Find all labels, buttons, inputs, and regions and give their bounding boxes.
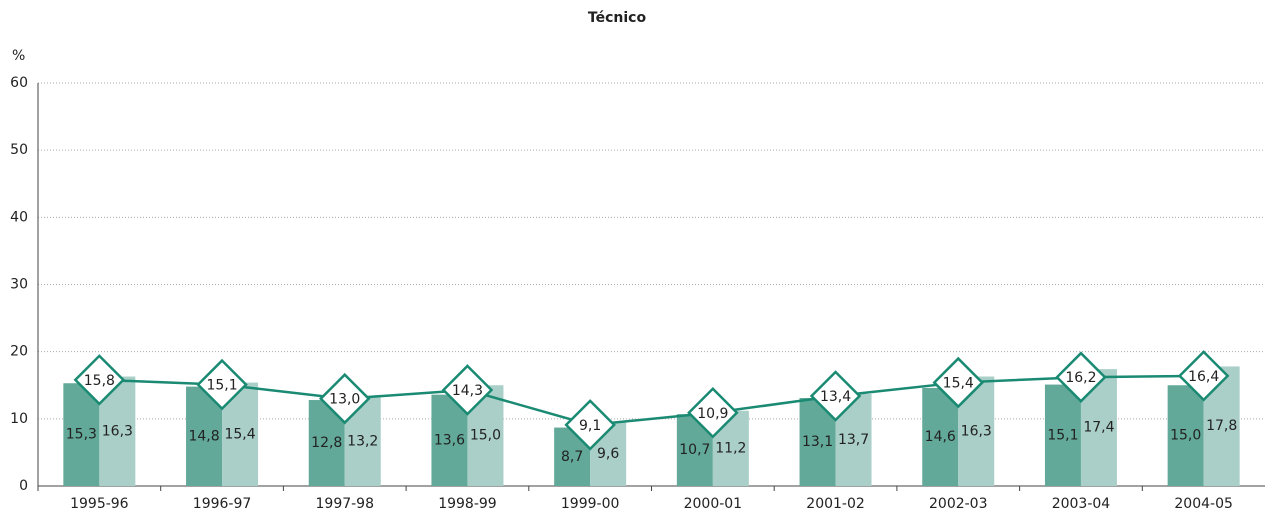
x-tick-label: 2000-01 <box>684 496 743 512</box>
x-tick-label: 1998-99 <box>438 496 497 512</box>
y-tick-label: 40 <box>10 209 28 225</box>
bar-value-label: 15,3 <box>66 427 97 443</box>
bar <box>63 383 100 486</box>
bar-value-label: 15,1 <box>1047 427 1078 443</box>
line-value-label: 14,3 <box>452 383 483 399</box>
bar-value-label: 15,4 <box>224 426 255 442</box>
line-value-label: 15,4 <box>943 376 974 392</box>
line-marker <box>73 354 126 406</box>
x-tick-label: 2004-05 <box>1174 496 1233 512</box>
bar-value-label: 14,8 <box>188 428 219 444</box>
line-marker <box>809 370 862 422</box>
bar-value-label: 9,6 <box>597 446 619 462</box>
bar-value-label: 10,7 <box>679 442 710 458</box>
x-tick-label: 2002-03 <box>929 496 988 512</box>
bar-value-label: 17,8 <box>1206 418 1237 434</box>
line-marker <box>932 356 985 409</box>
bar-value-label: 8,7 <box>561 449 583 465</box>
bar-value-label: 17,4 <box>1083 420 1114 436</box>
line-marker <box>1177 350 1230 402</box>
line-marker <box>1055 351 1107 403</box>
y-tick-label: 20 <box>10 344 28 360</box>
y-tick-label: 30 <box>10 277 28 293</box>
line-marker <box>564 399 616 451</box>
bar-value-label: 13,7 <box>838 432 869 448</box>
bar-value-label: 16,3 <box>961 423 992 439</box>
y-axis-label: % <box>12 48 25 64</box>
line-marker <box>441 364 494 416</box>
y-tick-label: 10 <box>10 411 28 427</box>
y-tick-label: 50 <box>10 142 28 158</box>
bar <box>922 387 959 486</box>
line-value-label: 15,8 <box>84 373 115 389</box>
x-tick-label: 2003-04 <box>1052 496 1111 512</box>
line-value-label: 16,2 <box>1065 370 1096 386</box>
bar-value-label: 15,0 <box>1170 428 1201 444</box>
line-value-label: 13,4 <box>820 389 851 405</box>
line-value-label: 9,1 <box>579 418 601 434</box>
line-marker <box>196 358 248 411</box>
line <box>99 374 1204 427</box>
bar-value-label: 12,8 <box>311 435 342 451</box>
bar-value-label: 15,0 <box>470 428 501 444</box>
bar-value-label: 13,6 <box>434 432 465 448</box>
line-value-label: 16,4 <box>1188 369 1219 385</box>
bar-value-label: 16,3 <box>102 423 133 439</box>
x-tick-label: 1999-00 <box>561 496 620 512</box>
bar <box>1044 384 1081 486</box>
bar <box>431 394 468 486</box>
y-tick-label: 60 <box>10 75 28 91</box>
line-marker <box>687 387 739 439</box>
y-tick-label: 0 <box>19 478 28 494</box>
x-tick-label: 1995-96 <box>70 496 129 512</box>
line-marker <box>318 372 371 425</box>
x-tick-label: 1997-98 <box>316 496 375 512</box>
x-tick-label: 1996-97 <box>193 496 252 512</box>
line-value-label: 10,9 <box>697 406 728 422</box>
bar-value-label: 14,6 <box>925 429 956 445</box>
chart-title: Técnico <box>588 10 647 26</box>
bar <box>1167 385 1204 486</box>
bar-value-label: 13,1 <box>802 434 833 450</box>
x-tick-label: 2001-02 <box>806 496 865 512</box>
line-value-label: 13,0 <box>329 392 360 408</box>
bar-value-label: 13,2 <box>347 434 378 450</box>
line-value-label: 15,1 <box>206 378 237 394</box>
bar-value-label: 11,2 <box>715 440 746 456</box>
